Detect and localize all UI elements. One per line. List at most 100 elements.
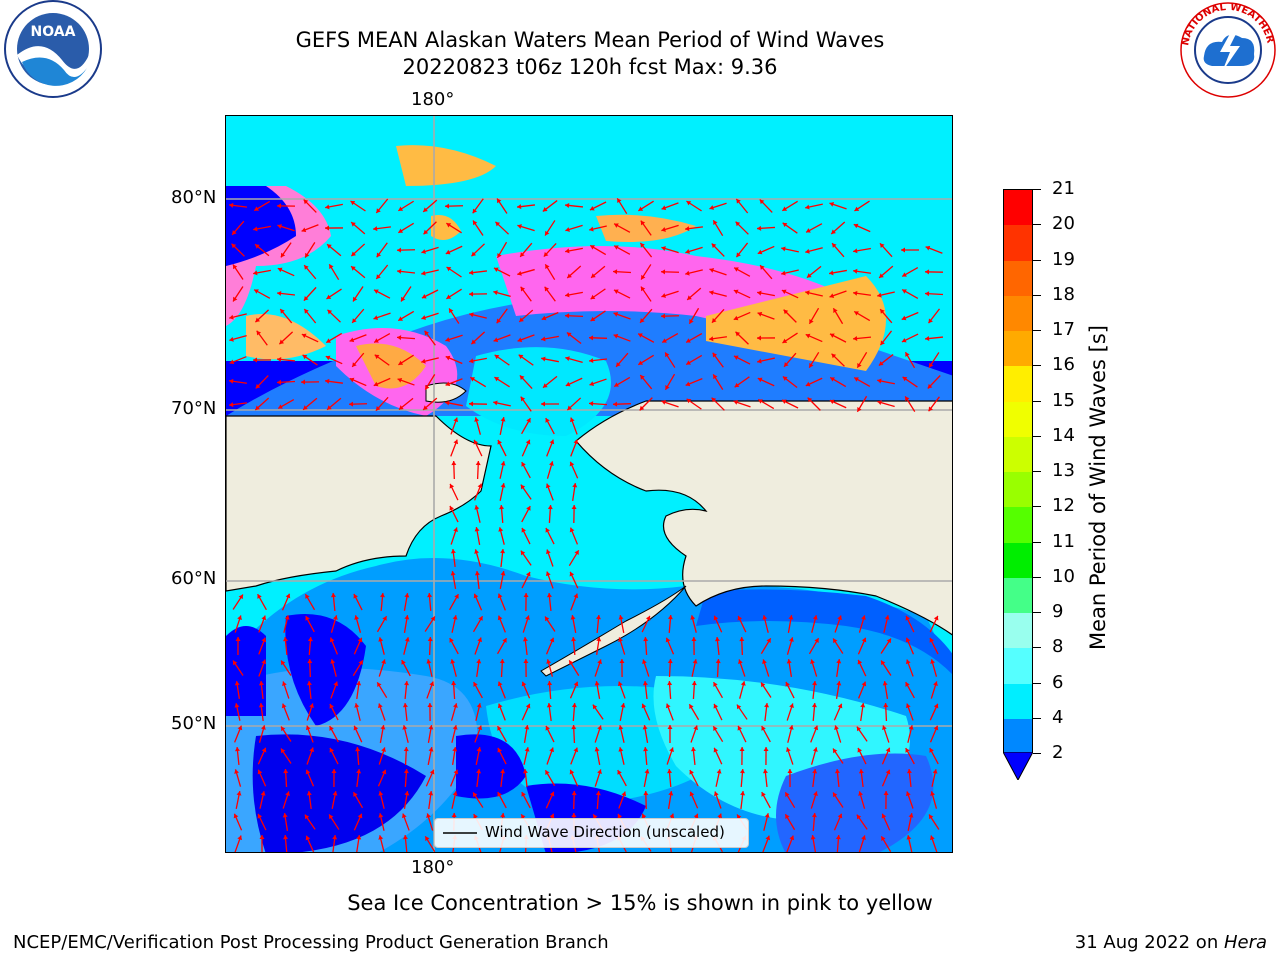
wind-wave-arrowhead xyxy=(373,315,379,320)
colorbar-tick-label: 2 xyxy=(1052,742,1064,763)
legend-line-icon xyxy=(443,832,477,834)
wind-wave-arrowhead xyxy=(402,703,408,708)
wind-wave-arrowhead xyxy=(737,615,743,621)
wind-wave-arrowhead xyxy=(229,378,234,384)
wind-wave-arrowhead xyxy=(281,726,286,732)
wind-wave-arrowhead xyxy=(761,726,766,731)
wind-wave-arrowhead xyxy=(494,377,500,382)
wind-wave-arrowhead xyxy=(449,638,454,643)
wind-wave-arrowhead xyxy=(255,244,260,249)
colorbar-segment xyxy=(1004,295,1032,332)
wind-wave-arrowhead xyxy=(327,405,332,410)
wind-wave-arrowhead xyxy=(473,682,478,687)
wind-wave-arrowhead xyxy=(619,659,625,664)
wind-wave-arrowhead xyxy=(763,747,769,752)
wind-wave-arrowhead xyxy=(401,813,407,819)
wind-wave-arrowhead xyxy=(253,357,258,363)
footer-host: Hera xyxy=(1223,932,1267,953)
wind-wave-arrowhead xyxy=(884,615,890,620)
wind-wave-arrowhead xyxy=(421,249,426,254)
wind-wave-arrowhead xyxy=(421,315,427,320)
wind-wave-arrowhead xyxy=(453,439,459,445)
wind-wave-arrowhead xyxy=(526,506,531,511)
footer-date: 31 Aug 2022 on xyxy=(1074,932,1224,953)
wind-wave-arrowhead xyxy=(379,593,385,598)
wind-wave-arrowhead xyxy=(426,813,431,818)
wind-wave-arrowhead xyxy=(810,835,816,840)
wind-wave-arrowhead xyxy=(757,225,762,231)
wind-wave-arrowhead xyxy=(785,792,790,798)
wind-wave-arrowhead xyxy=(781,289,787,295)
wind-wave-arrowhead xyxy=(477,725,483,731)
wind-wave-arrowhead xyxy=(714,637,720,642)
wind-wave-arrowhead xyxy=(589,335,594,341)
wind-wave-arrowhead xyxy=(805,333,811,339)
wind-wave-arrowhead xyxy=(781,246,786,252)
wind-wave-arrowhead xyxy=(785,814,790,819)
wind-wave-arrowhead xyxy=(665,352,670,358)
wind-wave-arrowhead xyxy=(709,290,714,296)
wind-wave-arrowhead xyxy=(621,791,627,797)
wind-wave-arrowhead xyxy=(905,682,910,687)
wind-wave-arrowhead xyxy=(233,296,238,302)
wind-wave-arrowhead xyxy=(908,725,914,730)
wind-wave-arrowhead xyxy=(236,791,242,796)
wind-wave-arrowhead xyxy=(477,483,483,489)
wind-wave-arrowhead xyxy=(427,637,433,642)
wind-wave-arrowhead xyxy=(428,747,434,752)
wind-wave-arrowhead xyxy=(713,682,718,687)
wind-wave-arrowhead xyxy=(546,593,552,598)
wind-wave-arrowhead xyxy=(689,769,694,775)
wind-wave-arrowhead xyxy=(329,637,335,643)
wind-wave-arrowhead xyxy=(757,290,762,296)
wind-wave-arrowhead xyxy=(668,791,674,796)
wind-wave-arrowhead xyxy=(519,375,525,381)
wind-wave-arrowhead xyxy=(454,594,459,599)
wind-wave-arrowhead xyxy=(569,527,575,533)
wind-wave-arrowhead xyxy=(397,377,403,383)
wind-wave-arrowhead xyxy=(545,527,550,533)
wind-wave-arrowhead xyxy=(685,270,690,276)
wind-wave-arrowhead xyxy=(928,318,933,324)
map-canvas xyxy=(226,116,952,852)
wind-wave-arrowhead xyxy=(571,813,577,818)
wind-wave-arrowhead xyxy=(733,355,739,360)
wind-wave-arrowhead xyxy=(933,703,939,709)
wind-wave-arrowhead xyxy=(667,659,673,664)
wind-wave-arrowhead xyxy=(497,198,502,204)
wind-wave-arrowhead xyxy=(686,360,691,365)
wind-wave-arrowhead xyxy=(525,439,531,445)
wind-wave-arrowhead xyxy=(766,638,771,644)
wind-wave-arrowhead xyxy=(814,638,819,643)
wind-wave-arrowhead xyxy=(469,291,474,297)
wind-wave-arrowhead xyxy=(640,375,645,380)
wind-wave-arrowhead xyxy=(885,747,891,753)
wind-wave-arrowhead xyxy=(502,638,507,643)
wind-wave-arrowhead xyxy=(665,703,671,709)
wind-wave-arrowhead xyxy=(351,266,356,271)
wind-wave-arrowhead xyxy=(829,270,834,276)
wind-wave-arrowhead xyxy=(326,338,331,343)
wind-wave-arrowhead xyxy=(861,615,866,620)
wind-wave-arrowhead xyxy=(445,355,451,361)
wind-wave-arrowhead xyxy=(667,615,673,620)
wind-wave-arrowhead xyxy=(476,703,482,708)
wind-wave-arrowhead xyxy=(253,226,258,232)
wind-wave-arrowhead xyxy=(284,615,290,620)
wind-wave-arrowhead xyxy=(905,659,911,665)
wind-wave-arrowhead xyxy=(929,748,934,753)
wind-wave-arrowhead xyxy=(667,769,673,774)
wind-wave-arrowhead xyxy=(306,681,312,686)
wind-wave-arrowhead xyxy=(930,659,936,664)
wind-wave-arrowhead xyxy=(450,549,456,554)
wind-wave-arrowhead xyxy=(665,637,671,643)
wind-wave-arrowhead xyxy=(565,313,570,319)
wind-wave-arrowhead xyxy=(325,378,330,384)
wind-wave-arrowhead xyxy=(453,769,459,775)
wind-wave-arrowhead xyxy=(450,659,456,664)
wind-wave-arrowhead xyxy=(932,769,938,774)
wind-wave-arrowhead xyxy=(307,659,313,664)
wind-wave-arrowhead xyxy=(546,549,551,555)
wind-wave-arrowhead xyxy=(496,318,502,324)
wind-wave-arrowhead xyxy=(261,637,267,643)
